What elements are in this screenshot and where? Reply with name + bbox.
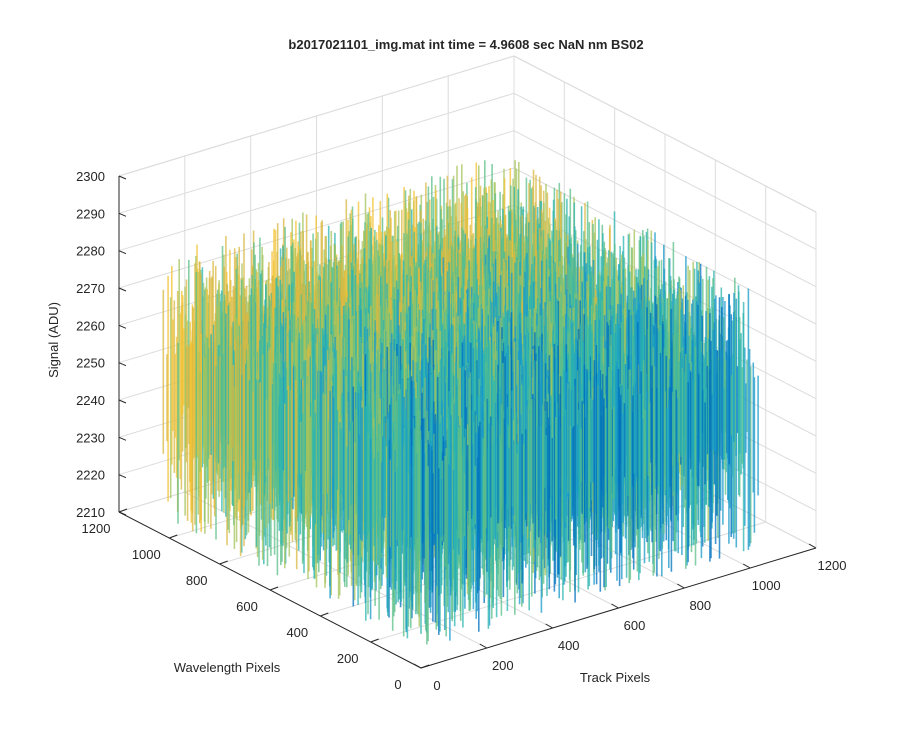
surface <box>163 160 758 644</box>
